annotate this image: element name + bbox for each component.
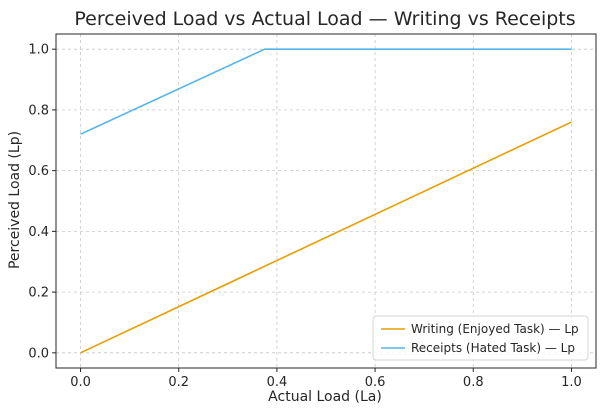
- legend: Writing (Enjoyed Task) — Lp Receipts (Hat…: [372, 315, 589, 361]
- x-tick-label: 0.4: [267, 375, 288, 390]
- y-tick-label: 1.0: [28, 43, 49, 58]
- ticks: 0.0 0.2 0.4 0.6 0.8 1.0 0.0 0.2 0.4 0.6 0.8 1.0: [28, 43, 581, 390]
- y-tick-label: 0.4: [28, 225, 49, 240]
- series-lines: [80, 48, 572, 354]
- series-line-0: [80, 121, 572, 354]
- y-tick-label: 0.8: [28, 103, 49, 118]
- legend-label: Receipts (Hated Task) — Lp: [411, 341, 575, 355]
- legend-label: Writing (Enjoyed Task) — Lp: [411, 322, 579, 336]
- chart-title: Perceived Load vs Actual Load — Writing …: [74, 8, 575, 30]
- y-axis-label: Perceived Load (Lp): [7, 131, 23, 269]
- x-axis-label: Actual Load (La): [268, 389, 382, 405]
- x-tick-label: 0.2: [168, 375, 189, 390]
- y-tick-label: 0.0: [28, 346, 49, 361]
- plot-frame: [55, 33, 597, 369]
- x-tick-label: 0.6: [365, 375, 386, 390]
- y-tick-label: 0.6: [28, 164, 49, 179]
- legend-box: [372, 315, 589, 361]
- y-tick-label: 0.2: [28, 286, 49, 301]
- x-tick-label: 0.0: [70, 375, 91, 390]
- x-tick-label: 1.0: [561, 375, 582, 390]
- x-tick-label: 0.8: [463, 375, 484, 390]
- series-line-1: [80, 48, 572, 135]
